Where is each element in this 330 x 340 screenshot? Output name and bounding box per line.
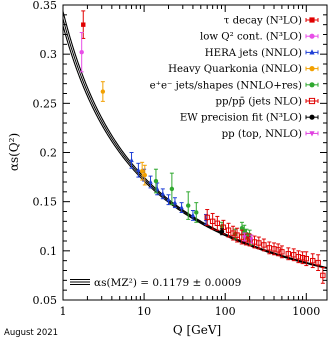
legend: τ decay (N³LO) low Q² cont. (N³LO) HERA je… <box>150 15 319 140</box>
legend-label: EW precision fit (N³LO) <box>180 112 302 124</box>
x-tick-label: 10 <box>137 305 151 318</box>
data-point <box>261 242 267 248</box>
series-4 <box>153 168 253 246</box>
series-1 <box>79 32 84 73</box>
data-point <box>186 203 191 208</box>
legend-label: pp (top, NNLO) <box>222 128 302 140</box>
data-point <box>139 168 145 174</box>
data-point <box>194 210 199 215</box>
data-point <box>299 255 306 261</box>
legend-marker <box>309 49 315 55</box>
legend-label: τ decay (N³LO) <box>224 15 302 27</box>
data-point <box>129 157 134 163</box>
y-tick-label: 0.25 <box>33 97 58 110</box>
data-point <box>172 199 178 205</box>
data-point <box>166 197 171 202</box>
y-tick-label: 0.2 <box>40 147 58 160</box>
y-tick-label: 0.05 <box>33 294 58 307</box>
legend-marker <box>309 33 315 39</box>
data-point <box>214 220 221 227</box>
y-tick-label: 0.15 <box>33 196 58 209</box>
data-point <box>239 226 245 231</box>
y-tick-label: 0.35 <box>33 0 58 12</box>
data-point <box>148 179 153 184</box>
data-point <box>81 22 86 27</box>
data-point <box>279 249 285 255</box>
data-point <box>160 191 165 196</box>
band-edge-curve <box>62 11 328 269</box>
series-3 <box>100 81 147 186</box>
y-tick-label: 0.3 <box>40 48 58 61</box>
y-axis-label: αs(Q²) <box>7 133 21 171</box>
series-6 <box>219 228 225 236</box>
series-7 <box>242 232 254 244</box>
x-tick-label: 1 <box>60 305 67 318</box>
legend-label: pp/pp̄ (jets NLO) <box>216 96 303 108</box>
data-point <box>310 257 316 264</box>
x-tick-label: 1000 <box>292 305 320 318</box>
x-tick-label: 100 <box>215 305 236 318</box>
data-point <box>153 178 159 184</box>
x-axis-ticks: 1 10 100 1000 <box>60 5 320 318</box>
x-axis-label: Q [GeV] <box>173 323 221 337</box>
running-coupling-band <box>62 11 328 270</box>
band-edge-curve <box>62 25 328 270</box>
data-point <box>142 172 147 178</box>
data-point <box>256 240 262 246</box>
data-point <box>320 272 326 279</box>
series-5 <box>204 209 326 284</box>
data-point <box>100 89 106 94</box>
y-axis-ticks: 0.05 0.1 0.15 0.2 0.25 0.3 0.35 <box>33 0 327 307</box>
legend-marker <box>309 82 315 88</box>
data-point <box>303 256 309 262</box>
data-point <box>179 204 184 210</box>
data-point <box>220 224 227 230</box>
data-point <box>169 186 175 192</box>
data-point <box>79 50 84 55</box>
band-legend: αs(MZ²) = 0.1179 ± 0.0009 <box>70 277 241 289</box>
data-point <box>285 251 292 257</box>
data-point <box>136 167 141 172</box>
legend-label: e⁺e⁻ jets/shapes (NNLO+res) <box>150 79 302 91</box>
data-point <box>204 214 210 221</box>
legend-label: low Q² cont. (N³LO) <box>200 31 302 43</box>
y-tick-label: 0.1 <box>40 245 58 258</box>
footnote-date: August 2021 <box>4 328 58 338</box>
legend-marker <box>309 114 315 120</box>
data-point <box>249 237 254 242</box>
legend-label: Heavy Quarkonia (NNLO) <box>168 63 302 75</box>
legend-marker <box>308 97 316 105</box>
data-point <box>190 212 196 218</box>
band-legend-label: αs(MZ²) = 0.1179 ± 0.0009 <box>94 277 241 289</box>
data-point <box>242 235 247 240</box>
legend-marker <box>309 17 315 23</box>
data-point <box>225 227 232 233</box>
legend-marker <box>309 131 315 137</box>
legend-marker <box>309 66 315 72</box>
data-point <box>219 229 225 234</box>
legend-label: HERA jets (NNLO) <box>205 47 302 59</box>
data-points <box>79 10 326 284</box>
data-point <box>315 259 321 266</box>
